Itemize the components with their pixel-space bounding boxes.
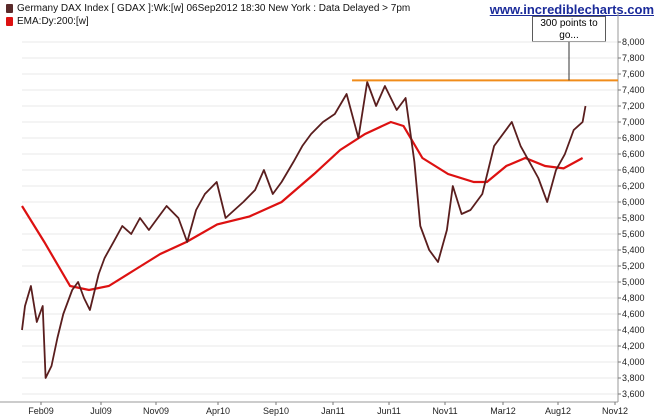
y-tick-label: 5,600 — [622, 229, 645, 239]
y-tick-label: 4,600 — [622, 309, 645, 319]
y-tick-label: 7,400 — [622, 85, 645, 95]
annotation-callout: 300 points to go... — [532, 16, 606, 42]
y-tick-label: 3,600 — [622, 389, 645, 399]
y-tick-label: 8,000 — [622, 37, 645, 47]
ema-series-swatch — [6, 17, 13, 26]
y-tick-label: 6,800 — [622, 133, 645, 143]
x-tick-label: Nov09 — [143, 406, 169, 416]
y-tick-label: 6,600 — [622, 149, 645, 159]
ema-legend-label: EMA:Dy:200:[w] — [17, 16, 89, 27]
x-tick-label: Sep10 — [263, 406, 289, 416]
ema-legend-row: EMA:Dy:200:[w] — [6, 16, 89, 27]
x-tick-label: Nov12 — [602, 406, 628, 416]
x-tick-label: Jun11 — [377, 406, 401, 416]
y-tick-label: 7,800 — [622, 53, 645, 63]
y-tick-label: 6,200 — [622, 181, 645, 191]
y-tick-label: 6,400 — [622, 165, 645, 175]
grid-lines — [22, 41, 618, 395]
y-tick-label: 7,200 — [622, 101, 645, 111]
x-tick-label: Feb09 — [28, 406, 54, 416]
x-tick-label: Nov11 — [432, 406, 457, 416]
y-tick-label: 4,200 — [622, 341, 645, 351]
y-tick-label: 5,200 — [622, 261, 645, 271]
price-series-swatch — [6, 4, 13, 13]
chart-title: Germany DAX Index [ GDAX ]:Wk:[w] 06Sep2… — [17, 3, 411, 14]
ema-200-line — [21, 120, 584, 292]
x-tick-label: Aug12 — [545, 406, 571, 416]
y-tick-label: 4,000 — [622, 357, 645, 367]
dax-price-line — [21, 81, 587, 379]
watermark-link[interactable]: www.incrediblecharts.com — [489, 2, 654, 17]
y-tick-label: 4,800 — [622, 293, 645, 303]
y-tick-label: 3,800 — [622, 373, 645, 383]
y-tick-label: 4,400 — [622, 325, 645, 335]
x-tick-label: Jan11 — [321, 406, 345, 416]
x-tick-label: Apr10 — [206, 406, 230, 416]
y-tick-label: 5,400 — [622, 245, 645, 255]
y-tick-label: 6,000 — [622, 197, 645, 207]
y-tick-label: 7,600 — [622, 69, 645, 79]
x-tick-label: Mar12 — [490, 406, 516, 416]
y-tick-label: 7,000 — [622, 117, 645, 127]
y-axis: 3,600 3,800 4,000 4,200 4,400 4,600 4,800 5,000… — [618, 37, 645, 399]
x-tick-label: Jul09 — [90, 406, 112, 416]
chart-title-row: Germany DAX Index [ GDAX ]:Wk:[w] 06Sep2… — [6, 3, 410, 14]
y-tick-label: 5,000 — [622, 277, 645, 287]
x-axis: Feb09 Jul09 Nov09 Apr10 Sep10 Jan11 Jun11 Nov11… — [28, 402, 628, 416]
y-tick-label: 5,800 — [622, 213, 645, 223]
